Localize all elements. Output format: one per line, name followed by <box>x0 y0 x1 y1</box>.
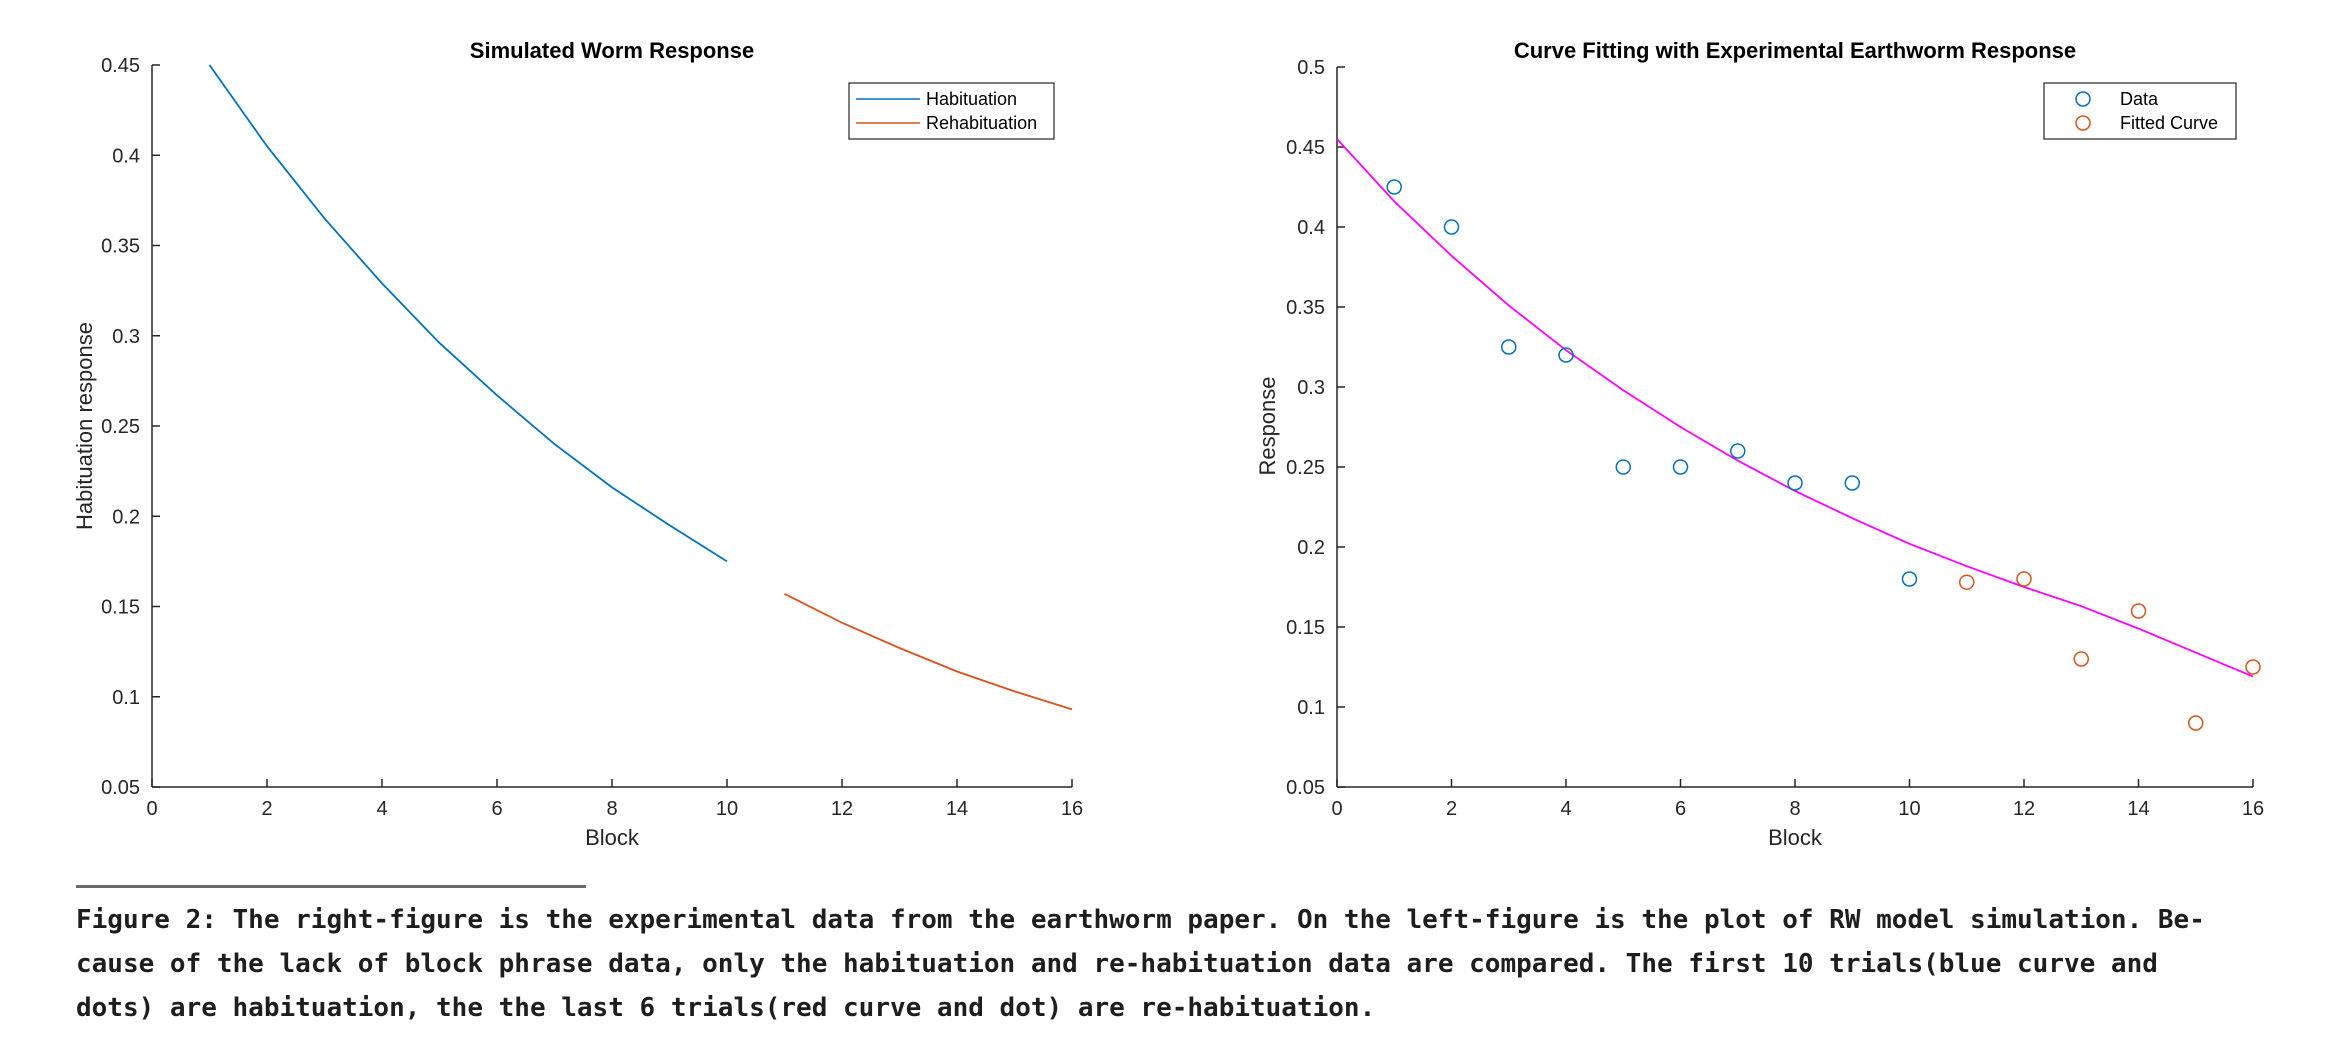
y-axis-label: Response <box>1255 376 1280 475</box>
x-tick-label: 12 <box>831 798 853 820</box>
y-tick-label: 0.3 <box>112 326 140 348</box>
caption-line: cause of the lack of block phrase data, … <box>76 949 2158 979</box>
y-tick-label: 0.5 <box>1297 57 1325 79</box>
y-tick-label: 0.15 <box>1286 617 1325 639</box>
x-axis-label: Block <box>585 825 640 850</box>
x-tick-label: 12 <box>2013 798 2035 820</box>
series-line-habituation <box>208 64 728 563</box>
data-point <box>2073 651 2089 667</box>
data-point <box>2016 571 2032 587</box>
x-tick-label: 10 <box>716 798 738 820</box>
y-ticks: 0.05 0.1 0.15 0.2 0.25 0.3 0.35 0.4 0.45 <box>101 55 160 799</box>
legend-marker-data <box>2075 91 2091 107</box>
data-point <box>1443 219 1460 235</box>
y-tick-label: 0.25 <box>101 416 140 438</box>
x-tick-label: 16 <box>1061 798 1083 820</box>
x-tick-label: 6 <box>1675 798 1686 820</box>
chart-title: Curve Fitting with Experimental Earthwor… <box>1514 38 2076 63</box>
x-tick-label: 16 <box>2242 798 2264 820</box>
caption-divider <box>76 885 586 888</box>
y-tick-label: 0.35 <box>101 236 140 258</box>
legend-label-rehabituation: Rehabituation <box>926 113 1037 133</box>
data-point <box>1501 339 1517 355</box>
fit-curve-line <box>1336 138 2254 678</box>
simulated-worm-response-chart: Simulated Worm Response 0 2 4 6 8 10 12 14 16 0.… <box>72 38 1083 850</box>
x-tick-label: 4 <box>376 798 387 820</box>
y-tick-label: 0.05 <box>101 777 140 799</box>
x-tick-label: 14 <box>2127 798 2149 820</box>
data-point <box>2188 715 2204 731</box>
x-tick-label: 6 <box>491 798 502 820</box>
legend-label-data: Data <box>2120 89 2159 109</box>
caption-line: Figure 2: The right-figure is the experi… <box>76 905 2205 935</box>
data-point <box>1959 574 1975 590</box>
figure: Simulated Worm Response 0 2 4 6 8 10 12 14 16 0.… <box>72 38 2264 850</box>
y-ticks: 0.05 0.1 0.15 0.2 0.25 0.3 0.35 0.4 0.45 0.5 <box>1286 57 1345 799</box>
series-layer <box>208 64 1073 711</box>
legend-box <box>848 82 1055 140</box>
x-tick-label: 0 <box>146 798 157 820</box>
y-tick-label: 0.15 <box>101 597 140 619</box>
y-tick-label: 0.4 <box>1297 217 1325 239</box>
data-point <box>1730 443 1746 459</box>
legend: Habituation Rehabituation <box>848 82 1055 140</box>
data-point <box>1844 475 1860 491</box>
fit-layer <box>1336 138 2254 678</box>
x-tick-label: 2 <box>261 798 272 820</box>
y-tick-label: 0.45 <box>101 55 140 77</box>
y-tick-label: 0.4 <box>112 145 140 167</box>
x-tick-label: 10 <box>1898 798 1920 820</box>
x-axis-label: Block <box>1768 825 1823 850</box>
data-point <box>2130 603 2147 619</box>
data-point <box>1386 179 1402 195</box>
data-point <box>1787 475 1803 491</box>
y-tick-label: 0.3 <box>1297 377 1325 399</box>
figure-caption: Figure 2: The right-figure is the experi… <box>76 898 2276 1030</box>
y-tick-label: 0.25 <box>1286 457 1325 479</box>
x-ticks: 0 2 4 6 8 10 12 14 16 <box>146 779 1083 820</box>
legend-label-habituation: Habituation <box>926 89 1017 109</box>
series-line-rehabituation <box>784 593 1073 711</box>
y-tick-label: 0.2 <box>1297 537 1325 559</box>
data-point <box>1901 571 1918 587</box>
legend-box <box>2043 82 2237 140</box>
data-point <box>1558 347 1574 363</box>
x-tick-label: 8 <box>1789 798 1800 820</box>
series-layer <box>1386 179 2261 731</box>
legend-label-fitted-curve: Fitted Curve <box>2120 113 2218 133</box>
legend: Data Fitted Curve <box>2043 82 2237 140</box>
y-tick-label: 0.1 <box>1297 697 1325 719</box>
x-tick-label: 8 <box>606 798 617 820</box>
data-point <box>1672 459 1689 475</box>
data-point <box>2245 659 2261 675</box>
x-tick-label: 4 <box>1560 798 1571 820</box>
y-tick-label: 0.05 <box>1286 777 1325 799</box>
y-tick-label: 0.1 <box>112 687 140 709</box>
x-tick-label: 2 <box>1446 798 1457 820</box>
y-axis-label: Habituation response <box>72 322 97 530</box>
caption-line: dots) are habituation, the the last 6 tr… <box>76 993 1376 1023</box>
data-point <box>1615 459 1631 475</box>
legend-marker-fitted-curve <box>2075 115 2091 131</box>
chart-title: Simulated Worm Response <box>470 38 754 63</box>
x-ticks: 0 2 4 6 8 10 12 14 16 <box>1331 779 2264 820</box>
y-tick-label: 0.2 <box>112 506 140 528</box>
x-tick-label: 14 <box>946 798 968 820</box>
y-tick-label: 0.45 <box>1286 137 1325 159</box>
curve-fitting-chart: Curve Fitting with Experimental Earthwor… <box>1255 38 2264 850</box>
x-tick-label: 0 <box>1331 798 1342 820</box>
y-tick-label: 0.35 <box>1286 297 1325 319</box>
